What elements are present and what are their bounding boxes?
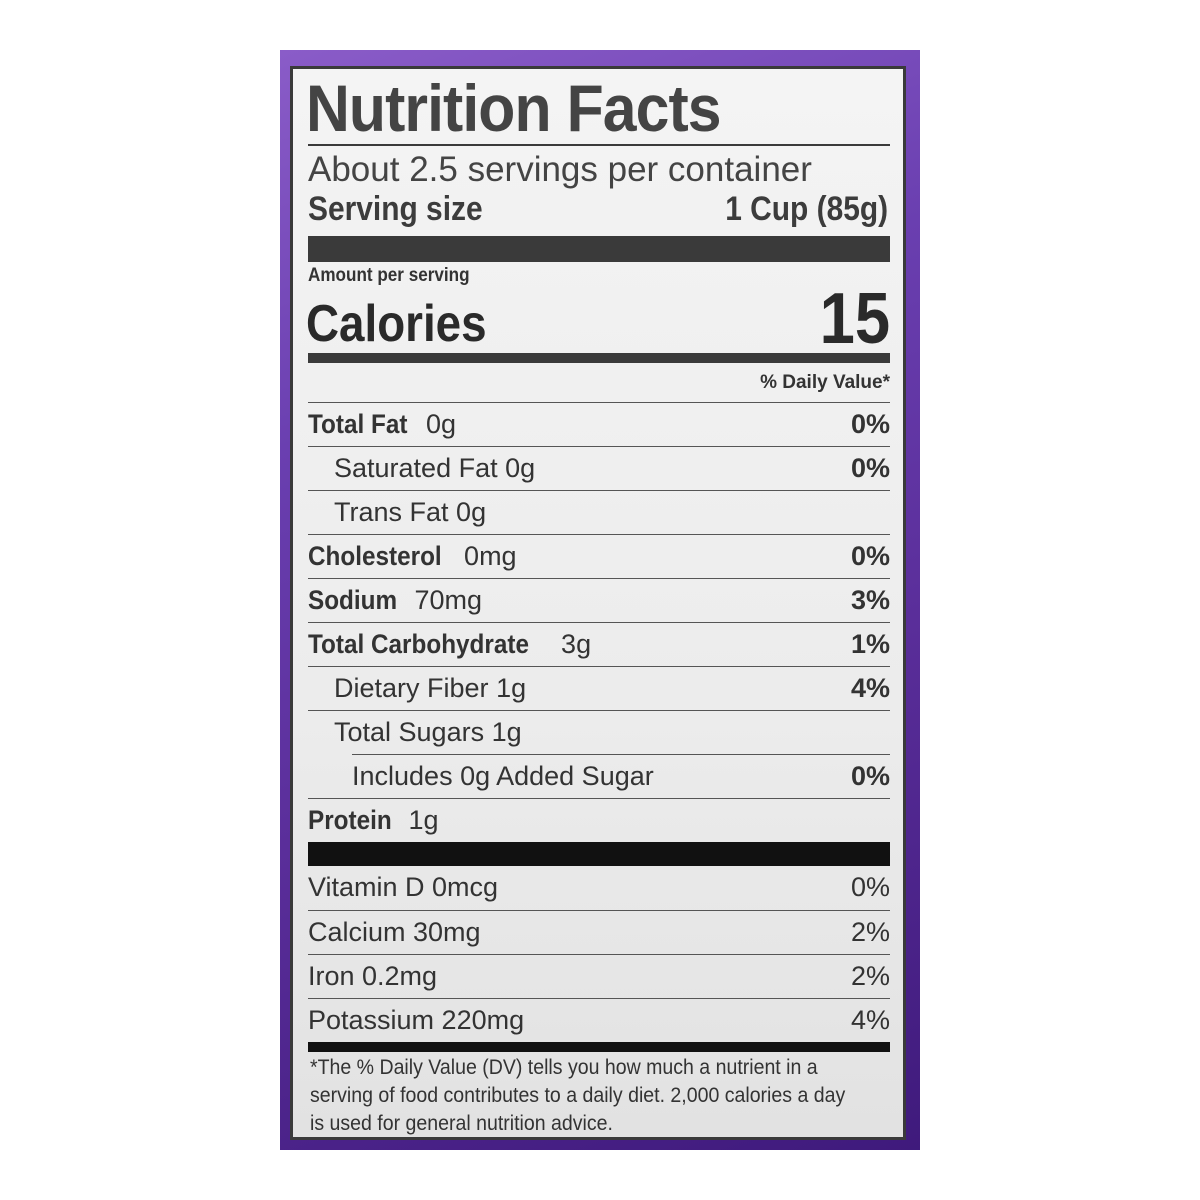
nutrient-row-total-carbohydrate: Total Carbohydrate 3g 1%	[308, 622, 890, 667]
nutrient-row-total-fat: Total Fat 0g 0%	[308, 402, 890, 447]
calories-value: 15	[819, 279, 890, 359]
nutrient-row-added-sugar: Includes 0g Added Sugar 0%	[352, 754, 890, 799]
serving-size-value: 1 Cup (85g)	[725, 190, 888, 228]
vitamin-row-iron: Iron 0.2mg 2%	[308, 954, 890, 999]
nutrient-row-saturated-fat: Saturated Fat 0g 0%	[308, 446, 890, 491]
vitamin-row-potassium: Potassium 220mg 4%	[308, 998, 890, 1043]
amount-per-serving: Amount per serving	[308, 265, 470, 286]
medium-divider	[308, 353, 890, 363]
nutrient-row-protein: Protein 1g	[308, 798, 890, 843]
daily-value-header: % Daily Value*	[760, 372, 890, 393]
nutrient-row-trans-fat: Trans Fat 0g	[308, 490, 890, 535]
nutrient-row-sodium: Sodium 70mg 3%	[308, 578, 890, 623]
medium-divider	[308, 1042, 890, 1052]
footnote: *The % Daily Value (DV) tells you how mu…	[310, 1056, 846, 1135]
thick-divider	[308, 842, 890, 866]
serving-size-label: Serving size	[308, 190, 483, 228]
nutrient-row-total-sugars: Total Sugars 1g	[308, 710, 890, 755]
nutrient-row-dietary-fiber: Dietary Fiber 1g 4%	[308, 666, 890, 711]
divider	[308, 144, 890, 146]
label-title: Nutrition Facts	[306, 71, 722, 145]
vitamin-row-calcium: Calcium 30mg 2%	[308, 910, 890, 955]
calories-label: Calories	[306, 295, 487, 353]
servings-per-container: About 2.5 servings per container	[308, 150, 812, 189]
thick-divider	[308, 236, 890, 262]
vitamin-row-vitamin-d: Vitamin D 0mcg 0%	[308, 872, 890, 902]
nutrient-row-cholesterol: Cholesterol 0mg 0%	[308, 534, 890, 579]
